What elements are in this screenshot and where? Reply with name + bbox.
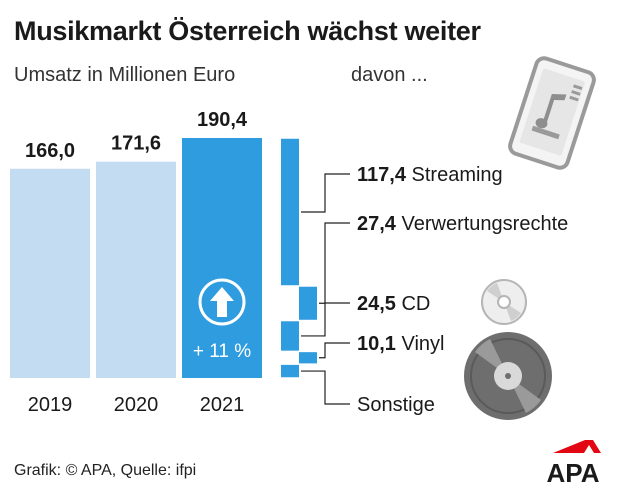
leader-line	[319, 342, 350, 359]
leader-line	[301, 302, 350, 337]
segment-label: 24,5 CD	[357, 293, 430, 315]
smartphone-music-icon	[508, 56, 596, 170]
breakdown-stack: 117,4 Streaming 27,4 Verwertungsrechte 24,…	[281, 138, 568, 416]
annual-bars: 166,0 2019 171,6 2020 190,4 2021 + 11 %	[10, 109, 262, 416]
segment-streaming	[281, 138, 299, 286]
segment-value: 27,4	[357, 213, 401, 235]
segment-vinyl	[299, 352, 317, 364]
segment-verwertungsrechte	[299, 286, 317, 320]
vinyl-icon	[464, 332, 552, 420]
leader-line	[301, 173, 350, 213]
segment-value: 117,4	[357, 164, 412, 186]
segment-label: 27,4 Verwertungsrechte	[357, 213, 568, 235]
segment-name: Streaming	[412, 164, 503, 186]
leader-line	[301, 370, 350, 405]
category-label: 2019	[28, 394, 73, 416]
apa-logo: APA	[547, 440, 601, 488]
category-label: 2021	[200, 394, 245, 416]
cd-icon	[481, 279, 527, 325]
bar-2020	[96, 161, 176, 378]
chart-title: Musikmarkt Österreich wächst weiter	[14, 16, 481, 46]
bar-2021	[182, 138, 262, 378]
segment-sonstige	[281, 364, 299, 378]
logo-text: APA	[547, 458, 600, 488]
segment-name: Verwertungsrechte	[401, 213, 568, 235]
bar-2019	[10, 168, 90, 378]
category-label: 2020	[114, 394, 159, 416]
segment-name: Vinyl	[401, 333, 444, 355]
chart-subtitle: Umsatz in Millionen Euro	[14, 64, 236, 86]
segment-label: 117,4 Streaming	[357, 164, 503, 186]
bar-value-label: 166,0	[25, 140, 75, 162]
growth-label: + 11 %	[193, 341, 251, 362]
leader-line	[319, 222, 350, 304]
breakdown-heading: davon ...	[351, 64, 428, 86]
bar-value-label: 171,6	[111, 133, 161, 155]
segment-value: 24,5	[357, 293, 401, 315]
segment-label: 10,1 Vinyl	[357, 333, 444, 355]
segment-cd	[281, 321, 299, 351]
arrow-up-icon	[198, 278, 246, 326]
segment-value: 10,1	[357, 333, 401, 355]
segment-name: CD	[401, 293, 430, 315]
bar-value-label: 190,4	[197, 109, 248, 131]
segment-name: Sonstige	[357, 394, 435, 416]
source-note: Grafik: © APA, Quelle: ifpi	[14, 462, 197, 479]
segment-label: Sonstige	[357, 394, 435, 416]
